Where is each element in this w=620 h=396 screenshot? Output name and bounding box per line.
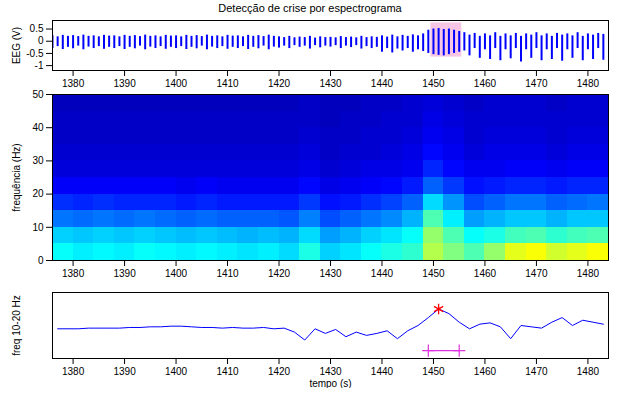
svg-text:30: 30 xyxy=(32,155,44,166)
svg-text:1470: 1470 xyxy=(525,268,548,278)
svg-text:1480: 1480 xyxy=(577,366,600,377)
svg-text:50: 50 xyxy=(32,89,44,100)
svg-text:0: 0 xyxy=(38,255,44,266)
svg-text:40: 40 xyxy=(32,122,44,133)
svg-text:1380: 1380 xyxy=(62,78,85,88)
svg-text:1410: 1410 xyxy=(216,78,239,88)
svg-text:1480: 1480 xyxy=(577,78,600,88)
svg-text:1390: 1390 xyxy=(113,366,136,377)
svg-text:1480: 1480 xyxy=(577,268,600,278)
svg-text:20: 20 xyxy=(32,188,44,199)
svg-text:1430: 1430 xyxy=(319,78,342,88)
svg-text:1390: 1390 xyxy=(113,268,136,278)
svg-text:1460: 1460 xyxy=(474,78,497,88)
svg-text:1450: 1450 xyxy=(422,268,445,278)
svg-text:1430: 1430 xyxy=(319,268,342,278)
svg-text:1470: 1470 xyxy=(525,78,548,88)
svg-text:1450: 1450 xyxy=(422,78,445,88)
svg-text:1400: 1400 xyxy=(165,78,188,88)
svg-text:1410: 1410 xyxy=(216,366,239,377)
svg-text:-0.5: -0.5 xyxy=(26,48,44,59)
svg-text:1420: 1420 xyxy=(268,366,291,377)
svg-text:1380: 1380 xyxy=(62,268,85,278)
svg-text:1460: 1460 xyxy=(474,366,497,377)
svg-text:frequência (Hz): frequência (Hz) xyxy=(11,143,22,211)
svg-text:1430: 1430 xyxy=(319,366,342,377)
svg-text:1400: 1400 xyxy=(165,366,188,377)
svg-text:1460: 1460 xyxy=(474,268,497,278)
html-text:Detecção de crise por espectro: Detecção de crise por espectrograma xyxy=(218,2,402,14)
svg-text:-1: -1 xyxy=(35,60,44,71)
svg-text:1380: 1380 xyxy=(62,366,85,377)
svg-text:0: 0 xyxy=(38,35,44,46)
svg-text:tempo (s): tempo (s) xyxy=(309,378,351,389)
svg-text:1440: 1440 xyxy=(371,366,394,377)
svg-text:1450: 1450 xyxy=(422,366,445,377)
svg-text:0.5: 0.5 xyxy=(30,23,44,34)
svg-text:1420: 1420 xyxy=(268,268,291,278)
svg-text:EEG (V): EEG (V) xyxy=(11,27,22,64)
svg-text:10: 10 xyxy=(32,222,44,233)
svg-text:1470: 1470 xyxy=(525,366,548,377)
svg-text:1410: 1410 xyxy=(216,268,239,278)
svg-text:freq 10-20 Hz: freq 10-20 Hz xyxy=(11,295,22,356)
svg-text:1440: 1440 xyxy=(371,78,394,88)
svg-text:1420: 1420 xyxy=(268,78,291,88)
svg-text:1440: 1440 xyxy=(371,268,394,278)
svg-text:1400: 1400 xyxy=(165,268,188,278)
svg-text:1390: 1390 xyxy=(113,78,136,88)
